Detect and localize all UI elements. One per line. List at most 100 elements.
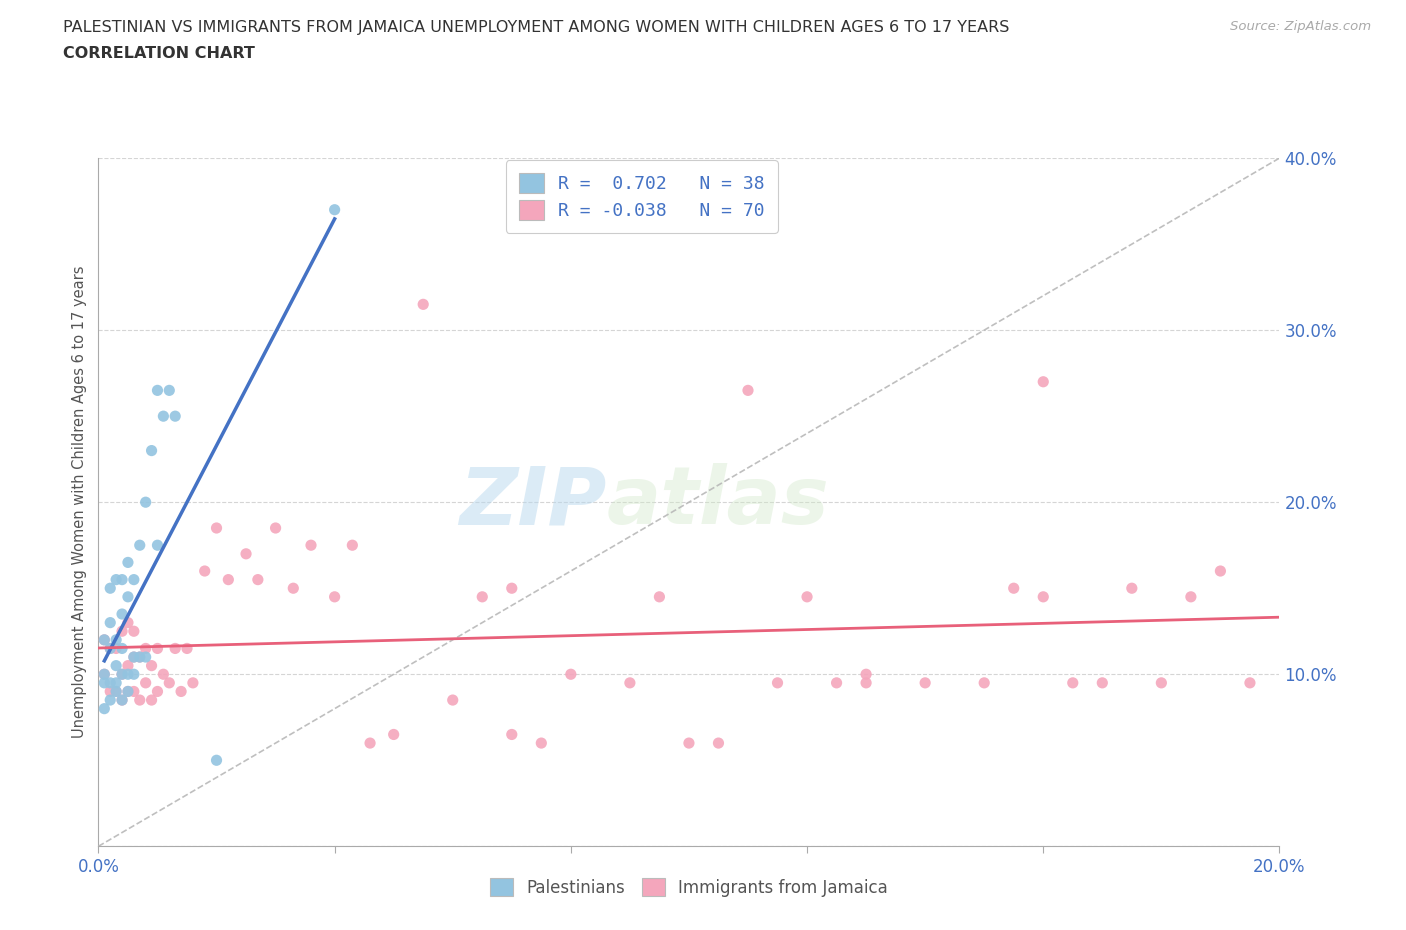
Point xyxy=(1062,675,1084,690)
Point xyxy=(141,444,163,458)
Point xyxy=(122,650,145,665)
Text: CORRELATION CHART: CORRELATION CHART xyxy=(63,46,254,61)
Point xyxy=(157,675,180,690)
Point xyxy=(105,641,128,656)
Point xyxy=(146,538,169,552)
Point xyxy=(914,675,936,690)
Point xyxy=(135,641,157,656)
Point xyxy=(135,650,157,665)
Point xyxy=(1091,675,1114,690)
Point xyxy=(98,616,121,631)
Point xyxy=(93,632,115,647)
Point xyxy=(117,616,139,631)
Point xyxy=(141,693,163,708)
Point xyxy=(105,632,128,647)
Point xyxy=(825,675,848,690)
Point xyxy=(707,736,730,751)
Point xyxy=(141,658,163,673)
Point xyxy=(471,590,494,604)
Point xyxy=(1121,580,1143,596)
Point xyxy=(146,684,169,699)
Point xyxy=(111,693,134,708)
Point xyxy=(152,409,174,424)
Point xyxy=(412,297,434,312)
Point xyxy=(1032,590,1054,604)
Point xyxy=(146,641,169,656)
Point xyxy=(1239,675,1261,690)
Point xyxy=(117,590,139,604)
Point xyxy=(855,675,877,690)
Y-axis label: Unemployment Among Women with Children Ages 6 to 17 years: Unemployment Among Women with Children A… xyxy=(72,266,87,738)
Point xyxy=(93,632,115,647)
Text: Source: ZipAtlas.com: Source: ZipAtlas.com xyxy=(1230,20,1371,33)
Point xyxy=(181,675,204,690)
Point xyxy=(299,538,322,552)
Point xyxy=(766,675,789,690)
Point xyxy=(111,667,134,682)
Point xyxy=(122,572,145,587)
Point xyxy=(619,675,641,690)
Point xyxy=(342,538,364,552)
Point xyxy=(205,753,228,768)
Point xyxy=(111,624,134,639)
Point xyxy=(264,521,287,536)
Point xyxy=(98,580,121,596)
Point xyxy=(122,650,145,665)
Point xyxy=(501,580,523,596)
Point xyxy=(105,572,128,587)
Point xyxy=(217,572,239,587)
Point xyxy=(235,547,257,562)
Point xyxy=(855,667,877,682)
Point xyxy=(128,650,150,665)
Point xyxy=(1032,375,1054,390)
Point xyxy=(111,641,134,656)
Point xyxy=(146,383,169,398)
Point xyxy=(157,383,180,398)
Point xyxy=(796,590,818,604)
Point xyxy=(194,564,217,578)
Point xyxy=(165,409,187,424)
Point xyxy=(560,667,582,682)
Point xyxy=(530,736,553,751)
Point xyxy=(246,572,269,587)
Point xyxy=(323,203,346,218)
Point xyxy=(205,521,228,536)
Point xyxy=(128,693,150,708)
Point xyxy=(111,693,134,708)
Point xyxy=(737,383,759,398)
Text: PALESTINIAN VS IMMIGRANTS FROM JAMAICA UNEMPLOYMENT AMONG WOMEN WITH CHILDREN AG: PALESTINIAN VS IMMIGRANTS FROM JAMAICA U… xyxy=(63,20,1010,35)
Point xyxy=(973,675,995,690)
Legend: Palestinians, Immigrants from Jamaica: Palestinians, Immigrants from Jamaica xyxy=(484,871,894,903)
Point xyxy=(111,606,134,621)
Text: atlas: atlas xyxy=(606,463,830,541)
Point xyxy=(501,727,523,742)
Point xyxy=(111,572,134,587)
Point xyxy=(111,667,134,682)
Point xyxy=(98,641,121,656)
Point xyxy=(117,555,139,570)
Point xyxy=(678,736,700,751)
Point xyxy=(170,684,193,699)
Point xyxy=(283,580,305,596)
Point xyxy=(117,667,139,682)
Point xyxy=(1002,580,1025,596)
Point xyxy=(1209,564,1232,578)
Point xyxy=(117,658,139,673)
Point xyxy=(441,693,464,708)
Point xyxy=(98,693,121,708)
Point xyxy=(105,684,128,699)
Text: ZIP: ZIP xyxy=(458,463,606,541)
Point xyxy=(117,684,139,699)
Point xyxy=(98,675,121,690)
Point xyxy=(165,641,187,656)
Point xyxy=(93,675,115,690)
Point xyxy=(648,590,671,604)
Point xyxy=(117,684,139,699)
Point xyxy=(152,667,174,682)
Point xyxy=(135,495,157,510)
Point xyxy=(135,675,157,690)
Point xyxy=(105,684,128,699)
Point xyxy=(128,538,150,552)
Point xyxy=(323,590,346,604)
Point xyxy=(122,667,145,682)
